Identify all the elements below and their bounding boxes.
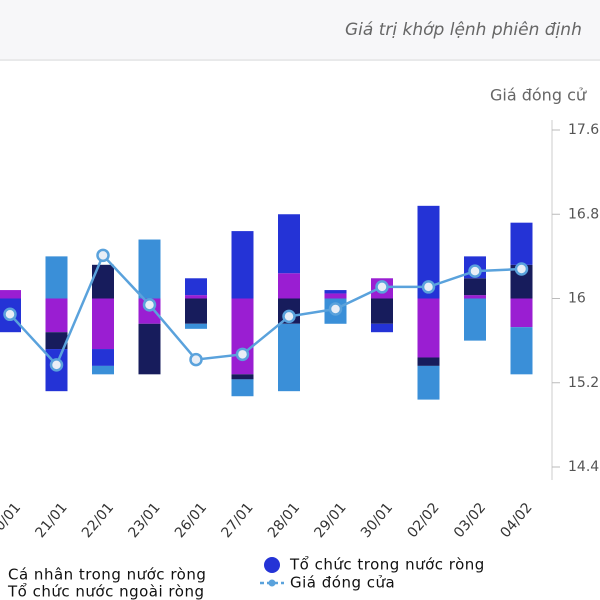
bar-segment — [417, 357, 440, 366]
bar-segment — [92, 264, 114, 299]
price-point — [3, 307, 17, 322]
bar-segment — [510, 298, 533, 328]
bar-segment — [464, 298, 486, 341]
bar-segment — [138, 239, 161, 299]
price-point — [142, 298, 157, 312]
legend-label: Tổ chức nước ngoài ròng — [7, 583, 204, 600]
price-point — [421, 280, 436, 294]
bar-segment — [231, 298, 254, 375]
price-point — [189, 352, 203, 367]
bar-segment — [231, 379, 254, 397]
bar-segment — [45, 332, 68, 350]
header-bar — [0, 0, 600, 60]
legend-marker — [268, 579, 276, 587]
price-point — [375, 280, 389, 294]
bar-segment — [324, 290, 347, 294]
bar-segment — [185, 295, 207, 299]
bar-segment — [510, 222, 533, 265]
bar-segment — [510, 327, 533, 375]
bar-segment — [185, 278, 207, 296]
bar-segment — [417, 365, 440, 400]
y2-axis-label: Giá đóng cử — [490, 86, 587, 105]
bar-segment — [231, 374, 254, 380]
bar-segment — [324, 293, 347, 299]
price-line — [9, 253, 522, 368]
bar-segment — [278, 214, 300, 274]
y2-tick-label: 15.2 — [568, 375, 599, 391]
price-point — [468, 264, 482, 278]
price-point — [96, 248, 110, 263]
price-point — [235, 347, 250, 362]
bar-segment — [92, 298, 114, 350]
bar-segment — [278, 273, 300, 299]
y2-tick-label: 16.8 — [568, 206, 599, 222]
y2-tick-label: 17.6 — [568, 122, 599, 138]
legend-label: Tổ chức trong nước ròng — [289, 556, 485, 574]
bar-segment — [510, 264, 533, 299]
bar-segment — [45, 256, 68, 299]
bar-segment — [464, 295, 486, 299]
bar-segment — [45, 298, 68, 333]
bar-segment — [92, 365, 114, 375]
price-point — [282, 309, 296, 324]
y2-tick-label: 16 — [568, 291, 586, 307]
bar-segment — [464, 278, 486, 296]
price-point — [49, 358, 64, 372]
price-point — [328, 302, 343, 316]
bar-segment — [0, 290, 21, 299]
bar-segment — [185, 323, 207, 329]
bar-segment — [231, 231, 254, 299]
y2-tick-label: 14.4 — [568, 459, 599, 475]
price-point — [514, 262, 529, 276]
bar-segment — [92, 349, 114, 366]
legend-label: Giá đóng cửa — [290, 574, 395, 592]
bar-segment — [278, 323, 300, 392]
legend-label: Cá nhân trong nước ròng — [8, 566, 206, 584]
bar-segment — [371, 298, 393, 324]
bar-segment — [185, 298, 207, 324]
bar-segment — [371, 323, 393, 333]
header-title: Giá trị khớp lệnh phiên định — [345, 20, 582, 40]
bar-segment — [417, 205, 440, 299]
bar-segment — [138, 323, 161, 375]
legend-marker — [264, 557, 280, 573]
bar-segment — [417, 298, 440, 358]
